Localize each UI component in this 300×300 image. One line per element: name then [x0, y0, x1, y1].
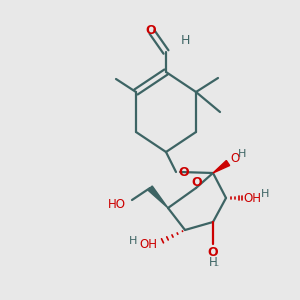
Text: H: H [208, 256, 217, 269]
Text: OH: OH [243, 191, 261, 205]
Text: H: H [238, 149, 246, 159]
Text: O: O [208, 247, 218, 260]
Text: ⁻: ⁻ [213, 263, 219, 273]
Text: O: O [230, 152, 240, 164]
Text: O: O [192, 176, 202, 190]
Polygon shape [213, 160, 230, 173]
Text: H: H [261, 189, 269, 199]
Polygon shape [148, 186, 168, 208]
Text: HO: HO [108, 197, 126, 211]
Text: O: O [146, 23, 156, 37]
Text: H: H [129, 236, 137, 246]
Text: O: O [179, 166, 189, 178]
Text: OH: OH [139, 238, 157, 251]
Text: H: H [180, 34, 190, 46]
